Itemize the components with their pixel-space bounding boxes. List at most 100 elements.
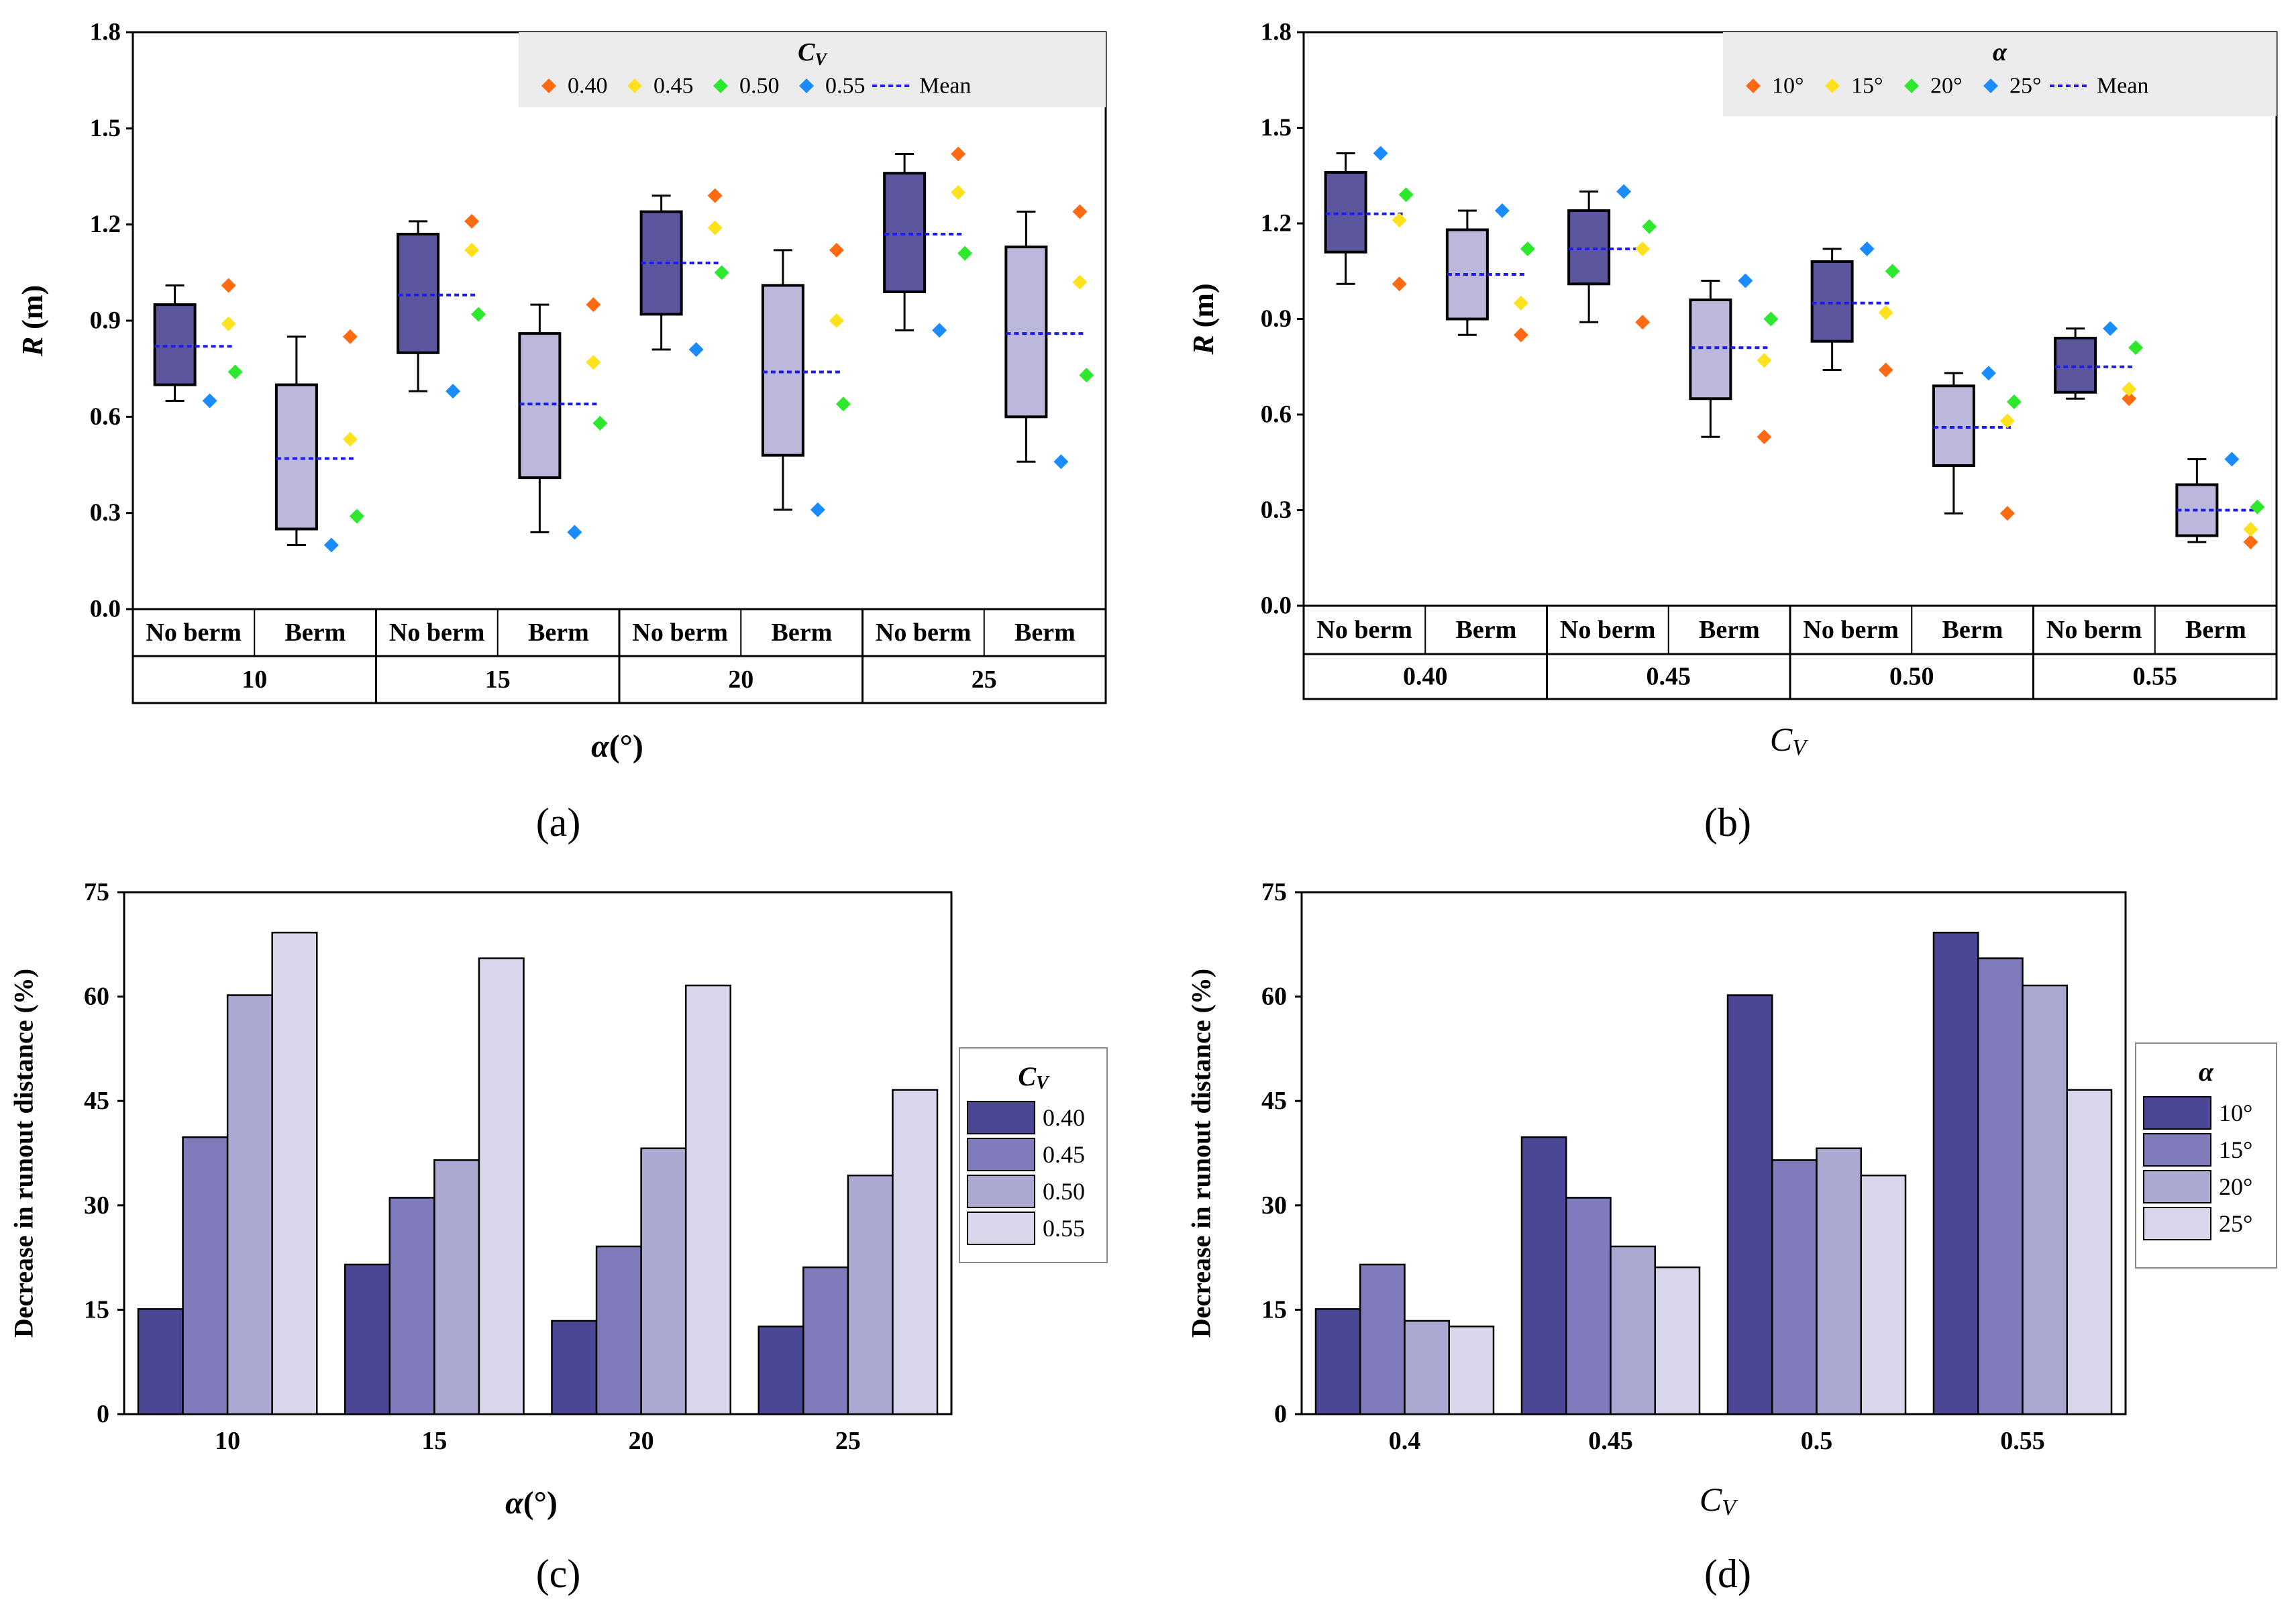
x-tick-label: 0.45 (1588, 1427, 1633, 1455)
sub-category-label: No berm (1803, 616, 1898, 644)
y-tick-label: 75 (84, 878, 109, 906)
data-point (2122, 391, 2137, 407)
sub-category-label: Berm (1456, 616, 1517, 644)
plot-frame (132, 31, 1107, 704)
x-axis-label-unit: (°) (609, 729, 643, 764)
sub-category-label: No berm (1316, 616, 1412, 644)
group-label: 0.40 (1403, 663, 1448, 691)
data-point (2243, 522, 2258, 537)
data-point (202, 393, 217, 409)
box (1932, 384, 1975, 467)
data-point (951, 146, 966, 162)
y-tick-label: 1.5 (90, 115, 121, 142)
y-tick-label: 1.2 (90, 211, 121, 238)
data-point (2122, 382, 2137, 396)
legend-title: CV (798, 38, 828, 69)
legend-title-main: C (1018, 1061, 1037, 1091)
panel-label-text: (b) (1704, 800, 1751, 845)
y-tick-label: 0 (1274, 1400, 1287, 1428)
sub-category-label: Berm (528, 619, 589, 647)
data-point (1642, 219, 1657, 234)
legend-label: 0.45 (654, 74, 694, 99)
panel-label: (c) (536, 1552, 581, 1596)
legend-title: α (1993, 38, 2007, 66)
y-tick-label: 15 (84, 1295, 109, 1324)
bar (640, 1147, 687, 1415)
y-tick-label: 0.3 (1261, 496, 1292, 524)
data-point (1079, 368, 1094, 383)
y-tick-label: 0.0 (90, 596, 121, 623)
group-label: 0.45 (1647, 663, 1691, 691)
legend-label: 0.40 (568, 74, 608, 99)
bar (1520, 1136, 1567, 1415)
panel-label-text: (a) (536, 800, 581, 845)
data-point (1513, 295, 1528, 311)
data-point (1999, 506, 2015, 521)
y-tick-label: 0.6 (90, 403, 121, 431)
x-axis-label: CV (1770, 720, 1809, 760)
x-axis-label-sub: V (1792, 735, 1809, 760)
bar (137, 1308, 184, 1415)
bar (478, 957, 525, 1415)
data-point (1513, 327, 1528, 343)
x-axis-label-main: C (1700, 1481, 1722, 1518)
data-point (342, 329, 358, 344)
legend-swatch (2143, 1207, 2211, 1240)
legend-swatch (967, 1138, 1035, 1171)
bar (551, 1320, 598, 1415)
group-label: 25 (972, 665, 997, 694)
data-point (1757, 353, 1772, 368)
data-point (1999, 413, 2015, 429)
box (397, 233, 440, 354)
x-tick-label: 10 (215, 1427, 240, 1455)
x-tick-label: 20 (629, 1427, 654, 1455)
y-tick-label: 0.9 (90, 307, 121, 335)
x-axis-label-sub: V (1722, 1495, 1738, 1520)
sub-category-label: Berm (1699, 616, 1760, 644)
data-point (1859, 241, 1875, 256)
x-axis-label: α(°) (505, 1485, 558, 1521)
legend-title-main: α (1993, 38, 2007, 66)
data-point (592, 415, 608, 431)
data-point (707, 220, 723, 235)
legend-swatch (967, 1101, 1035, 1134)
legend-title: α (2199, 1057, 2214, 1087)
group-label: 10 (242, 665, 267, 694)
data-point (1981, 366, 1996, 381)
data-point (932, 323, 947, 338)
data-point (957, 246, 973, 261)
data-point (1494, 203, 1510, 218)
data-point (1885, 264, 1900, 279)
y-tick-label: 1.8 (1261, 19, 1292, 46)
panel-label: (b) (1704, 800, 1751, 845)
legend-label: 0.45 (1043, 1141, 1085, 1168)
bar (1932, 931, 1979, 1415)
legend-label: 0.40 (1043, 1104, 1085, 1131)
y-axis-label: Decrease in runout distance (%) (9, 969, 39, 1338)
bar (388, 1197, 435, 1415)
y-tick-label: 1.8 (90, 19, 121, 46)
sub-category-label: No berm (146, 619, 241, 647)
legend-swatch (2143, 1096, 2211, 1130)
y-axis-label-main: R (16, 337, 49, 357)
group-label: 20 (728, 665, 753, 694)
legend-marker (1904, 78, 1919, 93)
bar (892, 1089, 939, 1415)
y-axis-label: R (m) (16, 285, 49, 357)
data-point (2006, 394, 2022, 409)
data-point (951, 184, 966, 200)
data-point (567, 525, 582, 540)
box (518, 332, 562, 480)
data-point (1398, 187, 1414, 203)
bar (1314, 1308, 1361, 1415)
bar (847, 1174, 894, 1415)
bar (271, 931, 318, 1415)
box (2054, 337, 2097, 394)
box (274, 383, 318, 531)
data-point (586, 355, 601, 370)
y-tick-label: 1.2 (1261, 210, 1292, 237)
bar (802, 1266, 849, 1415)
x-tick-label: 0.5 (1801, 1427, 1833, 1455)
legend-title-sub: V (815, 50, 829, 69)
bar (1654, 1266, 1701, 1415)
